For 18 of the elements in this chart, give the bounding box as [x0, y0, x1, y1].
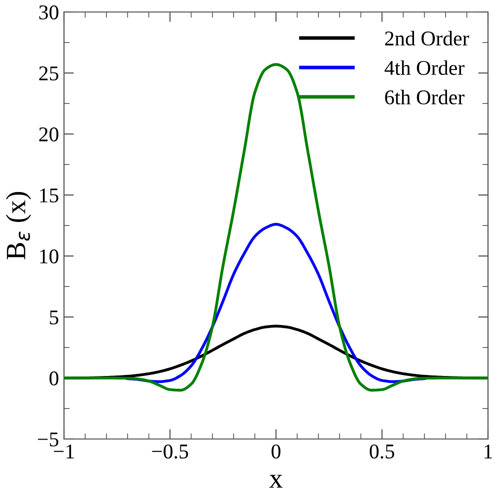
y-axis-title: B$_{ε}$ (x) [6, 192, 32, 260]
y-tick-label: 20 [39, 127, 58, 142]
x-tick-label: −0.5 [152, 444, 188, 459]
y-tick-label: 30 [39, 5, 58, 20]
y-tick-label: 5 [50, 310, 58, 324]
x-tick-label: 1 [484, 444, 492, 458]
legend-label: 4th Order [384, 60, 464, 75]
x-tick-label: −1 [54, 444, 74, 458]
legend-label: 2nd Order [385, 30, 470, 46]
y-tick-label: 15 [40, 188, 58, 202]
x-tick-label: 0.5 [370, 444, 394, 459]
x-tick-label: 0 [272, 444, 280, 459]
legend-label: 6th Order [385, 90, 464, 104]
y-tick-label: 25 [39, 66, 58, 80]
x-axis-title: x [269, 474, 283, 488]
y-tick-label: −5 [38, 432, 58, 446]
y-tick-label: 0 [50, 371, 58, 386]
y-tick-label: 10 [40, 249, 58, 264]
